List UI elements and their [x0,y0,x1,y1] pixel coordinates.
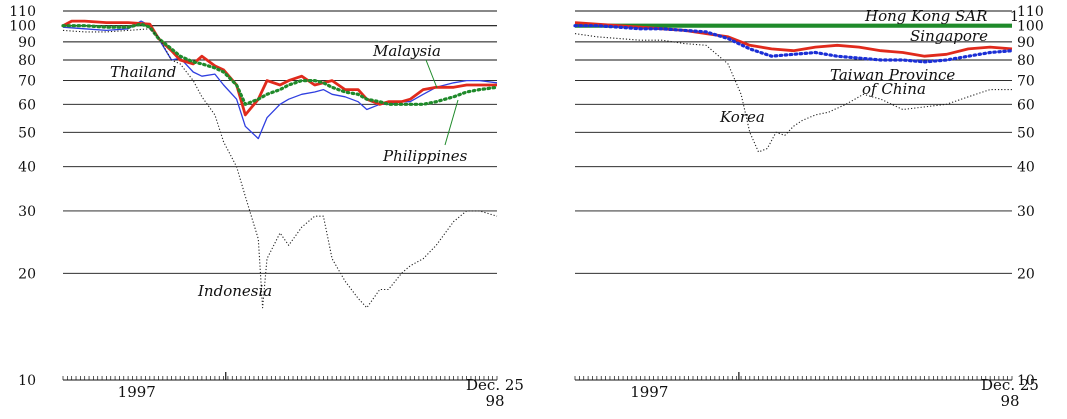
series-line-indonesia [62,28,498,309]
footnote-marker: 1 [1010,9,1019,25]
label-thailand: Thailand [110,63,176,81]
y-tick-label-60-p1: 60 [1017,97,1035,113]
y-tick-label-100-p1: 100 [1017,19,1044,35]
y-tick-label-50-p1: 50 [1017,125,1035,141]
label-malaysia: Malaysia [372,42,441,60]
y-tick-label-50-p0: 50 [18,125,36,141]
y-tick-label-20-p0: 20 [18,266,36,282]
label-singapore: Singapore [910,27,988,45]
y-tick-label-110-p1: 110 [1017,4,1044,20]
label-taiwan-line1: Taiwan Province [830,66,955,84]
x-start-label-p0: 1997 [118,383,156,401]
y-tick-label-90-p0: 90 [18,35,36,51]
label-hong-kong-sar: Hong Kong SAR [864,7,987,25]
label-philippines: Philippines [382,147,468,165]
x-start-label-p1: 1997 [630,383,668,401]
y-tick-label-40-p1: 40 [1017,160,1035,176]
series-line-korea [574,33,1012,153]
series-line-singapore [574,21,1013,58]
series-line-taiwan-province-of-china [573,24,1014,64]
y-tick-label-70-p1: 70 [1017,74,1035,90]
label-indonesia: Indonesia [197,282,272,300]
y-tick-label-30-p1: 30 [1017,204,1035,220]
y-tick-label-60-p0: 60 [18,97,36,113]
y-tick-label-20-p1: 20 [1017,266,1035,282]
x-end-label-line2-p1: 98 [1000,392,1019,410]
label-korea: Korea [719,108,765,126]
y-tick-label-10-p1: 10 [1017,373,1035,389]
x-end-label-line2-p0: 98 [485,392,504,410]
pointer-philippines [444,99,459,146]
pointer-malaysia [425,59,438,89]
y-tick-label-10-p0: 10 [18,373,36,389]
label-taiwan-line2: of China [862,80,926,98]
y-tick-label-100-p0: 100 [9,19,36,35]
y-tick-label-30-p0: 30 [18,204,36,220]
y-tick-label-80-p0: 80 [18,53,36,69]
y-tick-label-110-p0: 110 [9,4,36,20]
y-tick-label-80-p1: 80 [1017,53,1035,69]
x-end-label-line1-p1: Dec. 25 [981,376,1039,394]
y-tick-label-90-p1: 90 [1017,35,1035,51]
y-tick-label-70-p0: 70 [18,74,36,90]
series-line-philippines [61,22,499,106]
y-tick-label-40-p0: 40 [18,160,36,176]
x-end-label-line1-p0: Dec. 25 [466,376,524,394]
